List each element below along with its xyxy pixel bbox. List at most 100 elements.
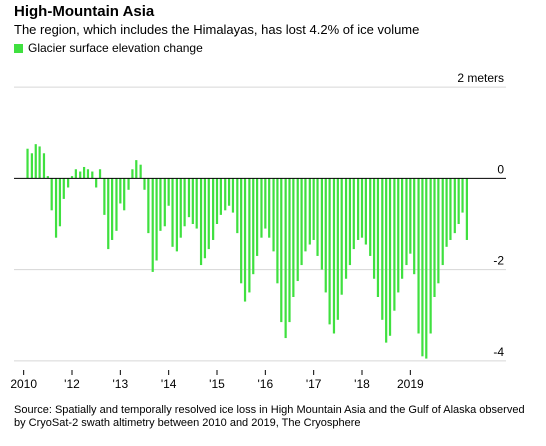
bar bbox=[336, 178, 339, 320]
bar bbox=[388, 178, 392, 336]
bar bbox=[207, 178, 210, 250]
bar bbox=[219, 178, 222, 215]
bar bbox=[82, 166, 86, 179]
bar bbox=[34, 144, 37, 179]
legend: Glacier surface elevation change bbox=[14, 41, 203, 55]
bar bbox=[385, 178, 388, 343]
bar bbox=[409, 178, 412, 254]
bar bbox=[316, 178, 319, 256]
chart-subtitle: The region, which includes the Himalayas… bbox=[14, 22, 420, 37]
bar bbox=[139, 164, 142, 179]
bar bbox=[175, 178, 178, 252]
bar bbox=[240, 178, 243, 284]
bar bbox=[369, 178, 372, 256]
bar bbox=[187, 178, 191, 218]
bar bbox=[453, 178, 456, 234]
bar bbox=[280, 178, 283, 323]
bar bbox=[272, 178, 275, 252]
bar bbox=[264, 178, 267, 229]
bar bbox=[163, 178, 166, 227]
bar bbox=[95, 178, 98, 188]
source-note: Source: Spatially and temporally resolve… bbox=[14, 404, 525, 429]
bar bbox=[103, 178, 106, 215]
bar bbox=[159, 178, 162, 231]
bar bbox=[433, 178, 436, 297]
bar bbox=[324, 178, 327, 293]
bar bbox=[86, 169, 90, 179]
bar bbox=[107, 178, 110, 250]
bar bbox=[243, 178, 247, 302]
y-tick-label: 2 meters bbox=[457, 71, 504, 85]
bar bbox=[308, 178, 311, 245]
bar bbox=[461, 178, 464, 213]
bar bbox=[155, 178, 158, 261]
bar bbox=[171, 178, 174, 247]
bar bbox=[376, 178, 380, 297]
chart-title: High-Mountain Asia bbox=[14, 3, 155, 20]
bar bbox=[123, 178, 126, 211]
x-tick-label: '13 bbox=[113, 377, 129, 391]
x-tick-label: '15 bbox=[209, 377, 225, 391]
bar bbox=[360, 178, 364, 238]
bar bbox=[38, 146, 41, 179]
bar bbox=[405, 178, 408, 266]
bar bbox=[135, 160, 138, 179]
bar bbox=[151, 178, 154, 272]
bar bbox=[46, 176, 49, 179]
bar bbox=[143, 178, 146, 190]
bar bbox=[312, 178, 315, 240]
bar bbox=[227, 178, 231, 206]
bar bbox=[167, 178, 170, 206]
bar bbox=[437, 178, 440, 284]
bar bbox=[276, 178, 279, 284]
bar bbox=[292, 178, 295, 297]
bar bbox=[70, 176, 74, 179]
y-tick-label: 0 bbox=[497, 162, 504, 176]
bar bbox=[195, 178, 198, 229]
y-tick-label: -2 bbox=[493, 254, 504, 268]
bar bbox=[231, 178, 235, 213]
bar bbox=[401, 178, 404, 279]
bar bbox=[54, 178, 58, 238]
bar bbox=[381, 178, 384, 320]
bar bbox=[131, 169, 134, 179]
bar bbox=[320, 178, 323, 270]
bar bbox=[111, 178, 114, 240]
bar bbox=[115, 178, 118, 231]
bar bbox=[50, 178, 53, 211]
bar bbox=[429, 178, 432, 334]
bar bbox=[364, 178, 367, 245]
bar bbox=[348, 178, 352, 266]
x-tick-label: '12 bbox=[64, 377, 80, 391]
bar bbox=[67, 178, 70, 188]
bar bbox=[417, 178, 420, 334]
bar bbox=[179, 178, 182, 238]
x-tick-label: '14 bbox=[161, 377, 177, 391]
bar bbox=[300, 178, 303, 266]
bar bbox=[147, 178, 150, 234]
bar bbox=[91, 171, 94, 179]
bar bbox=[252, 178, 255, 275]
x-tick-label: 2010 bbox=[10, 377, 37, 391]
bar bbox=[260, 178, 263, 238]
legend-label: Glacier surface elevation change bbox=[28, 41, 203, 55]
bar bbox=[42, 153, 46, 179]
bar bbox=[372, 178, 376, 279]
bar bbox=[421, 178, 424, 357]
bar bbox=[449, 178, 452, 240]
bar bbox=[26, 148, 29, 179]
bar bbox=[248, 178, 251, 293]
legend-swatch bbox=[14, 43, 23, 53]
bar bbox=[74, 169, 77, 179]
bar bbox=[328, 178, 331, 325]
bar bbox=[62, 178, 65, 199]
bar bbox=[215, 178, 219, 224]
x-tick-label: 2019 bbox=[397, 377, 424, 391]
bar bbox=[457, 178, 460, 224]
y-tick-label: -4 bbox=[493, 345, 504, 359]
bar bbox=[425, 178, 428, 359]
bar bbox=[445, 178, 448, 247]
bar bbox=[58, 178, 62, 227]
bar bbox=[340, 178, 343, 295]
